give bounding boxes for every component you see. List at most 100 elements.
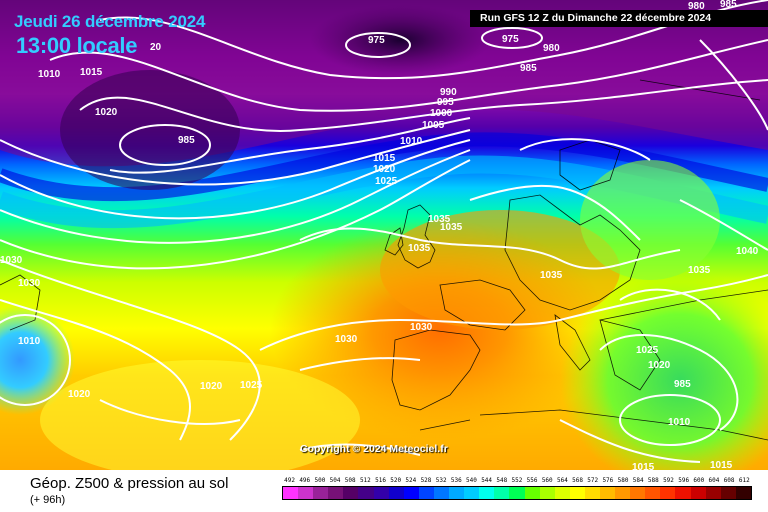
legend-label: 532 <box>435 477 447 484</box>
isobar-label: 1020 <box>200 381 223 392</box>
isobar-label: 1000 <box>430 108 453 119</box>
legend-swatch <box>615 487 631 499</box>
legend-swatch <box>630 487 646 499</box>
legend-swatch <box>675 487 691 499</box>
isobar-label: 1015 <box>373 153 396 164</box>
legend-swatch <box>660 487 676 499</box>
isobar-label: 975 <box>502 34 519 45</box>
legend-label: 576 <box>602 477 614 484</box>
legend-swatch <box>735 487 751 499</box>
legend-label: 500 <box>314 477 326 484</box>
legend-swatches <box>282 486 752 500</box>
isobar-label: 1030 <box>335 334 358 345</box>
color-legend: 492 496 500 504 508 512 516 520 524 528 532 536 540 5… <box>282 477 752 507</box>
legend-swatch <box>313 487 329 499</box>
legend-label: 492 <box>284 477 295 484</box>
legend-label: 496 <box>299 477 311 484</box>
legend-swatch <box>599 487 616 499</box>
legend-swatch <box>449 487 465 499</box>
legend-label: 572 <box>587 477 599 484</box>
legend-swatch <box>464 487 480 499</box>
isobar-label: 990 <box>440 87 457 98</box>
isobar-label: 1030 <box>410 322 433 333</box>
isobar-label: 1010 <box>400 136 423 147</box>
legend-label: 596 <box>678 477 690 484</box>
isobar-label: 1015 <box>632 462 655 470</box>
legend-swatch <box>509 487 525 499</box>
isobar-label: 1035 <box>688 265 711 276</box>
legend-label: 548 <box>496 477 508 484</box>
isobar-labels: 975 975 980 980 985 985 985 990 995 1000… <box>0 0 759 470</box>
legend-label: 504 <box>329 477 341 484</box>
isobar-label: 980 <box>543 43 560 54</box>
isobar-label: 1010 <box>668 417 691 428</box>
legend-label: 608 <box>723 477 735 484</box>
legend-label: 588 <box>647 477 659 484</box>
isobar-label: 1035 <box>428 214 451 225</box>
legend-swatch <box>554 487 570 499</box>
legend-swatch <box>358 487 374 499</box>
forecast-range: (+ 96h) <box>30 494 66 506</box>
legend-label: 516 <box>375 477 386 484</box>
legend-label: 512 <box>359 477 371 484</box>
isobar-label: 1030 <box>18 278 41 289</box>
isobar-label: 1030 <box>0 255 23 266</box>
isobar-label: 1020 <box>68 389 91 400</box>
legend-swatch <box>539 487 555 499</box>
legend-label: 536 <box>450 477 462 484</box>
legend-label: 604 <box>708 477 720 484</box>
run-info: Run GFS 12 Z du Dimanche 22 décembre 202… <box>470 10 768 27</box>
legend-swatch <box>479 487 495 499</box>
isobar-label: 1020 <box>95 107 118 118</box>
legend-swatch <box>373 487 389 499</box>
isobar-label: 1035 <box>540 270 563 281</box>
legend-swatch <box>705 487 721 499</box>
legend-swatch <box>343 487 359 499</box>
isobar-label: 1025 <box>636 345 659 356</box>
isobar-label: 1020 <box>373 164 396 175</box>
isobar-label: 995 <box>437 97 454 108</box>
legend-swatch <box>418 487 434 499</box>
forecast-date: Jeudi 26 décembre 2024 <box>14 12 206 31</box>
legend-label: 508 <box>344 477 356 484</box>
copyright: Copyright © 2024 Meteociel.fr <box>300 443 448 455</box>
isobar-label: 20 <box>150 42 162 53</box>
legend-label: 556 <box>526 477 538 484</box>
isobar-label: 985 <box>720 0 737 10</box>
legend-swatch <box>494 487 510 499</box>
legend-label: 584 <box>632 477 644 484</box>
legend-label: 544 <box>481 477 493 484</box>
legend-swatch <box>524 487 540 499</box>
legend-label: 580 <box>617 477 629 484</box>
legend-swatch <box>584 487 600 499</box>
legend-swatch <box>283 487 299 499</box>
isobar-label: 1010 <box>38 69 61 80</box>
legend-label: 600 <box>693 477 705 484</box>
legend-label: 592 <box>663 477 674 484</box>
legend-label: 528 <box>420 477 432 484</box>
legend-label: 540 <box>466 477 477 484</box>
chart-title: Géop. Z500 & pression au sol <box>30 475 229 492</box>
forecast-time: 13:00 locale <box>16 33 138 58</box>
isobar-label: 1025 <box>375 176 398 187</box>
legend-swatch <box>403 487 419 499</box>
isobar-label: 980 <box>688 1 705 12</box>
legend-swatch <box>433 487 450 499</box>
legend-label: 568 <box>572 477 583 484</box>
legend-labels: 492 496 500 504 508 512 516 520 524 528 532 536 540 5… <box>282 477 752 484</box>
isobar-label: 985 <box>178 135 195 146</box>
legend-label: 560 <box>541 477 553 484</box>
legend-label: 612 <box>738 477 750 484</box>
legend-swatch <box>569 487 585 499</box>
legend-swatch <box>690 487 706 499</box>
isobar-label: 1035 <box>408 243 431 254</box>
isobar-label: 1025 <box>240 380 263 391</box>
isobar-label: 985 <box>674 379 691 390</box>
legend-swatch <box>645 487 661 499</box>
legend-swatch <box>388 487 404 499</box>
legend-label: 524 <box>405 477 417 484</box>
legend-label: 552 <box>511 477 523 484</box>
isobar-label: 1015 <box>80 67 103 78</box>
legend-label: 564 <box>556 477 568 484</box>
